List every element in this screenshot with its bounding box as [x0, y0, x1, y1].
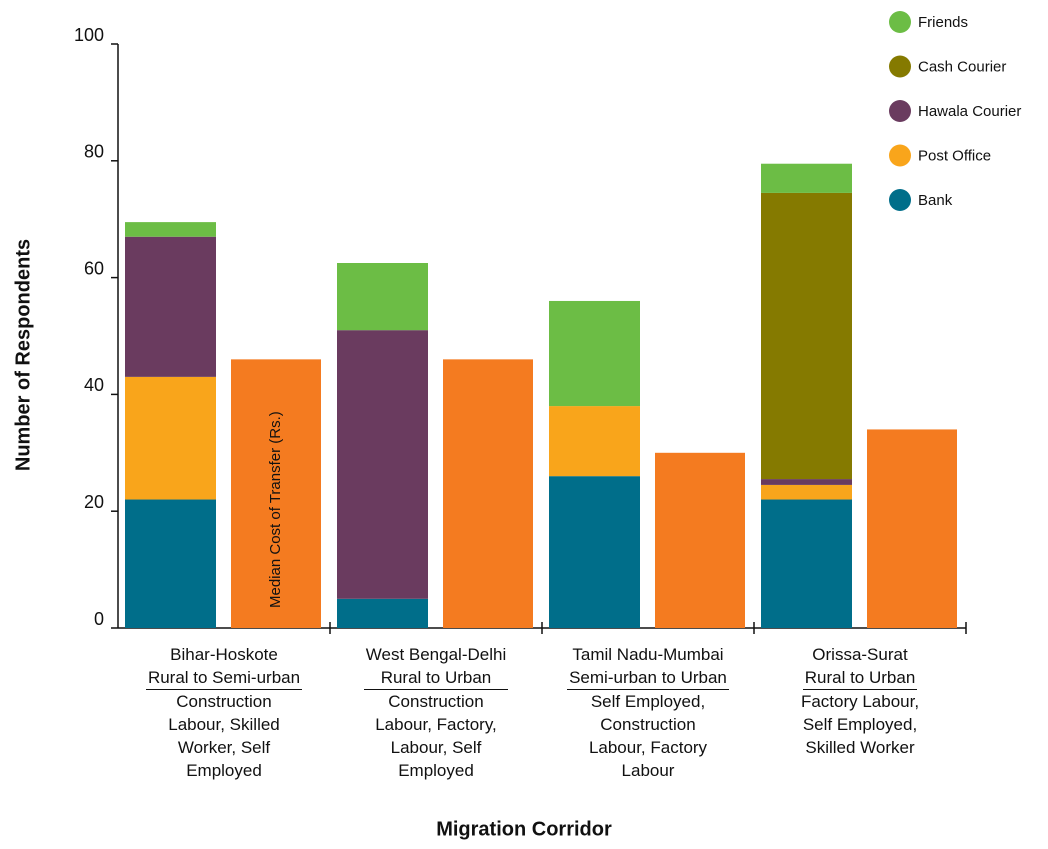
legend-label: Hawala Courier	[918, 103, 1021, 120]
bar-segment	[125, 236, 216, 377]
bar-segment	[337, 598, 428, 628]
y-tick-label: 100	[74, 25, 104, 45]
legend-swatch	[889, 100, 911, 122]
corridor-name: Tamil Nadu-Mumbai	[572, 645, 724, 664]
corridor-name: West Bengal-Delhi	[365, 645, 507, 664]
bar-segment	[761, 163, 852, 193]
median-cost-bar	[867, 429, 957, 628]
bar-segment	[549, 406, 640, 477]
bar-segment	[761, 484, 852, 500]
corridor-name: Orissa-Surat	[812, 645, 908, 664]
y-axis-title: Number of Respondents	[12, 239, 34, 471]
bar-segment	[549, 476, 640, 628]
legend-label: Cash Courier	[918, 58, 1006, 75]
legend-label: Friends	[918, 14, 968, 31]
median-cost-bar	[655, 452, 745, 628]
legend-swatch	[889, 11, 911, 33]
corridor-type: Rural to Semi-urban	[147, 668, 301, 687]
y-tick-label: 60	[84, 258, 104, 278]
y-tick-label: 40	[84, 375, 104, 395]
bar-segment	[549, 300, 640, 407]
x-axis-title: Migration Corridor	[436, 818, 612, 840]
corridor-occupations: Self Employed, Construction Labour, Fact…	[588, 692, 708, 780]
legend-swatch	[889, 189, 911, 211]
bar-segment	[761, 479, 852, 485]
corridor-name: Bihar-Hoskote	[170, 645, 278, 664]
y-tick-label: 20	[84, 492, 104, 512]
y-tick-label: 80	[84, 142, 104, 162]
corridor-type: Rural to Urban	[804, 668, 916, 687]
corridor-type: Rural to Urban	[380, 668, 492, 687]
category-label: West Bengal-Delhi Rural to Urban Construct…	[341, 643, 531, 782]
bar-segment	[761, 499, 852, 628]
corridor-occupations: Construction Labour, Factory, Labour, Se…	[375, 692, 497, 780]
corridor-occupations: Construction Labour, Skilled Worker, Sel…	[168, 692, 280, 780]
category-heading: Orissa-Surat Rural to Urban	[802, 643, 918, 690]
category-label: Tamil Nadu-Mumbai Semi-urban to Urban Self…	[553, 643, 743, 782]
category-label: Orissa-Surat Rural to Urban Factory Labour…	[765, 643, 955, 759]
bar-segment	[125, 499, 216, 628]
legend-label: Bank	[918, 192, 953, 209]
category-heading: Tamil Nadu-Mumbai Semi-urban to Urban	[567, 643, 729, 690]
bar-segment	[761, 192, 852, 480]
bar-segment	[125, 222, 216, 237]
legend-swatch	[889, 144, 911, 167]
category-label: Bihar-Hoskote Rural to Semi-urban Construc…	[129, 643, 319, 782]
corridor-occupations: Factory Labour, Self Employed, Skilled W…	[800, 692, 920, 757]
median-cost-bar	[443, 359, 533, 628]
legend-label: Post Office	[918, 147, 991, 164]
corridor-type: Semi-urban to Urban	[569, 668, 727, 687]
category-heading: West Bengal-Delhi Rural to Urban	[363, 643, 509, 690]
bar-segment	[125, 376, 216, 500]
bar-segment	[337, 263, 428, 331]
median-cost-bar	[231, 359, 321, 628]
median-cost-label: Median Cost of Transfer (Rs.)	[267, 411, 284, 608]
category-heading: Bihar-Hoskote Rural to Semi-urban	[145, 643, 303, 690]
y-tick-label: 0	[94, 609, 104, 629]
legend-swatch	[889, 55, 911, 78]
bar-segment	[337, 330, 428, 599]
